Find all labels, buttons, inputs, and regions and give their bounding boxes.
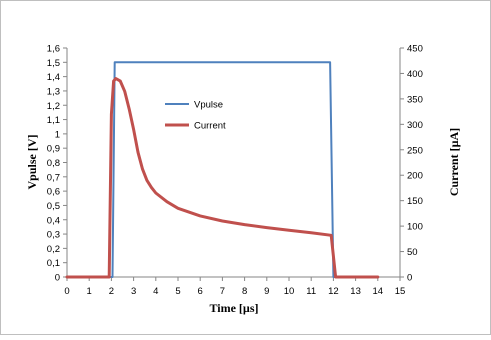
x-tick-label: 7: [220, 286, 225, 297]
y-tick-label: 0,3: [47, 230, 60, 241]
y2-tick-label: 100: [407, 222, 423, 233]
x-axis-title: Time [µs]: [209, 301, 258, 315]
y-tick-label: 0,7: [47, 172, 60, 183]
legend-label-current: Current: [194, 121, 226, 132]
y-tick-label: 0,4: [47, 215, 60, 226]
x-tick-label: 11: [306, 286, 316, 297]
y-tick-label: 1: [55, 129, 60, 140]
y-tick-label: 0,8: [47, 158, 60, 169]
x-tick-label: 12: [328, 286, 339, 297]
y2-tick-label: 350: [407, 94, 423, 105]
x-tick-label: 1: [87, 286, 92, 297]
y-tick-label: 0,5: [47, 201, 60, 212]
x-tick-label: 8: [242, 286, 247, 297]
y2-tick-label: 0: [407, 273, 412, 284]
axes: [63, 47, 404, 281]
y-tick-label: 1,2: [47, 101, 60, 112]
x-tick-label: 3: [131, 286, 136, 297]
x-tick-label: 4: [153, 286, 158, 297]
x-tick-label: 15: [395, 286, 406, 297]
y2-tick-label: 400: [407, 69, 423, 80]
y2-tick-label: 150: [407, 196, 423, 207]
legend-label-vpulse: Vpulse: [194, 100, 223, 111]
y2-axis-title: Current [µA]: [447, 128, 461, 196]
x-tick-label: 14: [373, 286, 384, 297]
x-tick-label: 2: [109, 286, 114, 297]
x-tick-label: 13: [350, 286, 361, 297]
x-tick-label: 9: [264, 286, 269, 297]
y2-tick-label: 300: [407, 120, 423, 131]
x-tick-label: 0: [64, 286, 69, 297]
series-lines: [65, 61, 380, 279]
y-tick-label: 1,6: [47, 44, 60, 55]
series-line-current: [65, 77, 380, 279]
y-tick-label: 0: [55, 273, 60, 284]
x-tick-label: 5: [175, 286, 180, 297]
y2-tick-label: 200: [407, 171, 423, 182]
y-tick-label: 1,5: [47, 58, 60, 69]
x-tick-label: 6: [198, 286, 203, 297]
x-tick-label: 10: [284, 286, 295, 297]
tick-labels: 0 1 2 3 4 5 6 7 8 9 10 11 12 13 14 1500,10,20,30,40,50,…: [47, 44, 423, 298]
legend: Vpulse Current: [165, 100, 226, 132]
y-tick-label: 0,6: [47, 187, 60, 198]
y-tick-label: 0,1: [47, 258, 60, 269]
y2-tick-label: 250: [407, 145, 423, 156]
y-tick-label: 0,9: [47, 144, 60, 155]
y-tick-label: 1,1: [47, 115, 60, 126]
y-axis-title: Vpulse [V]: [25, 134, 39, 189]
y2-tick-label: 50: [407, 247, 418, 258]
y-tick-label: 1,4: [47, 72, 60, 83]
y-tick-label: 0,2: [47, 244, 60, 255]
y-tick-label: 1,3: [47, 86, 60, 97]
y2-tick-label: 450: [407, 44, 423, 55]
